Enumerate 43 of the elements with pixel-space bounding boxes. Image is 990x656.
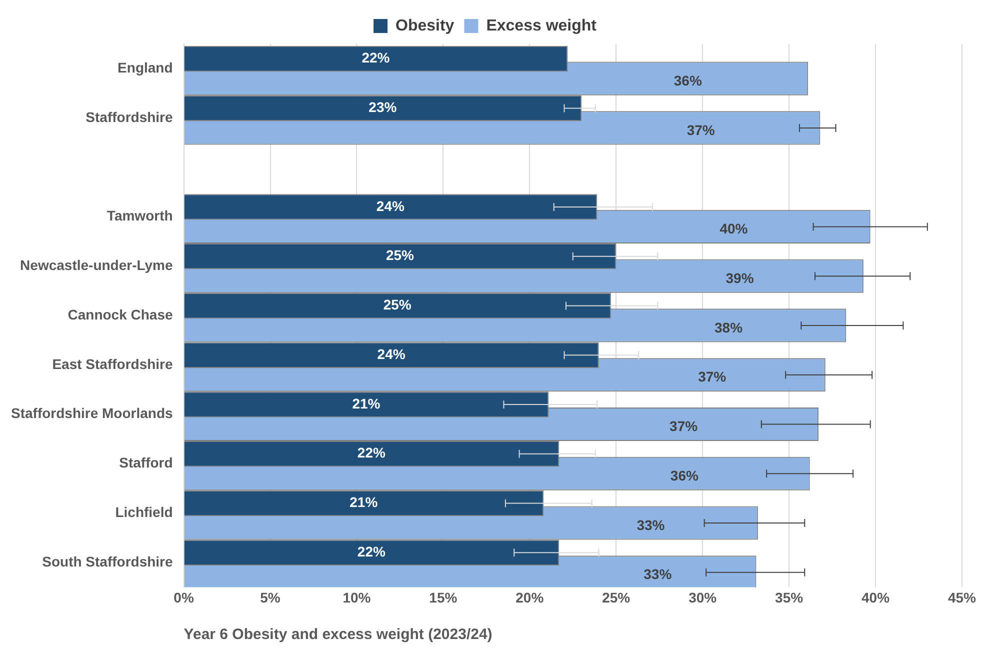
data-label: 36% [670,467,699,484]
data-label: 21% [350,494,378,510]
y-tick-label: England [118,60,173,76]
x-tick-label: 30% [688,589,718,606]
data-label: 37% [670,418,698,434]
x-tick-label: 35% [775,589,804,606]
y-tick-label: Staffordshire [86,108,174,125]
data-label: 24% [376,198,406,214]
data-label: 38% [714,319,744,336]
y-tick-label: Lichfield [115,504,173,520]
data-label: 24% [377,346,406,362]
data-label: 36% [674,72,702,88]
data-label: 21% [352,395,381,412]
y-tick-label: Staffordshire Moorlands [10,405,174,422]
data-label: 22% [357,543,386,560]
x-tick-label: 20% [516,589,544,606]
data-label: 40% [720,220,748,237]
x-tick-label: 45% [948,589,977,606]
x-tick-label: 10% [342,589,372,606]
x-tick-label: 5% [260,589,281,606]
x-axis-title: Year 6 Obesity and excess weight (2023/24) [184,626,492,644]
x-tick-label: 40% [862,589,890,606]
x-tick-label: 0% [174,589,194,606]
data-label: 37% [686,122,716,138]
x-tick-label: 15% [429,589,458,606]
data-label: 25% [386,247,415,264]
y-tick-label: Tamworth [106,208,173,224]
y-tick-label: East Staffordshire [52,356,173,372]
data-label: 33% [644,566,672,582]
data-label: 25% [383,296,412,313]
data-label: 22% [357,444,386,461]
data-label: 22% [362,50,390,66]
data-label: 39% [726,270,754,286]
legend-label: Obesity [396,17,454,34]
y-tick-label: Cannock Chase [68,306,173,322]
y-tick-label: South Staffordshire [42,553,174,570]
data-label: 23% [368,99,398,116]
data-label: 37% [698,368,727,385]
y-tick-label: Stafford [119,454,173,471]
x-tick-label: 25% [602,589,631,606]
data-label: 33% [636,516,666,533]
legend-label: Excess weight [486,17,598,34]
y-tick-label: Newcastle-under-Lyme [20,257,174,274]
